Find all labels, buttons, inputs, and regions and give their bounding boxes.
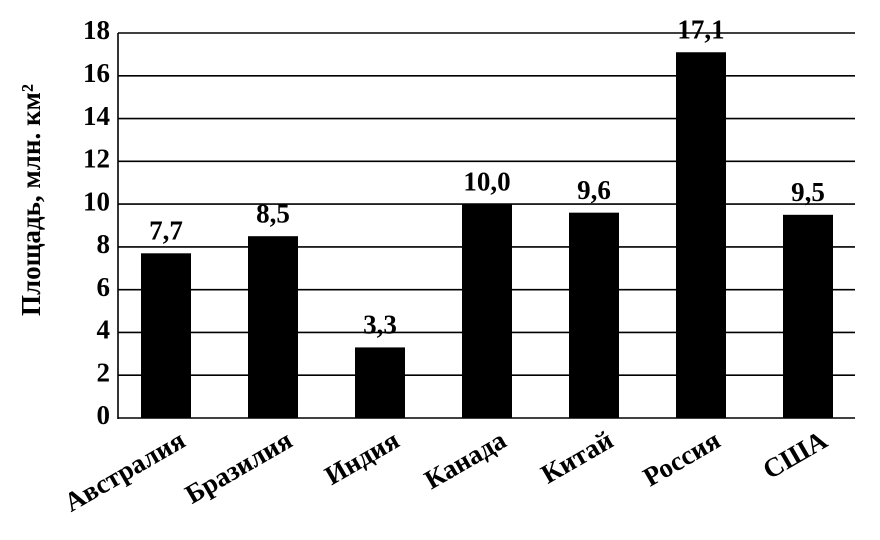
y-tick-label: 4 [97,315,111,345]
bar [783,214,833,418]
x-tick-label: Китай [536,425,618,490]
bar [355,347,405,418]
value-label: 10,0 [463,166,510,196]
value-label: 7,7 [149,216,183,246]
bar [462,204,512,418]
value-label: 8,5 [256,198,290,228]
y-tick-label: 0 [97,400,111,430]
value-label: 17,1 [677,14,724,44]
bar [676,52,726,418]
bar [569,212,619,418]
value-label: 9,6 [577,175,611,205]
x-tick-label: Бразилия [180,425,297,510]
y-tick-label: 14 [83,101,110,131]
y-tick-label: 10 [83,186,110,216]
value-label: 3,3 [363,310,397,340]
x-tick-label: Австралия [59,425,190,518]
y-tick-label: 12 [83,144,110,174]
value-label: 9,5 [791,177,825,207]
y-tick-label: 18 [83,15,110,45]
y-tick-label: 8 [97,229,111,259]
y-axis-label: Площадь, млн. км² [16,84,46,316]
bar [141,253,191,418]
x-tick-label: Россия [638,425,725,493]
x-tick-label: Канада [419,424,511,495]
x-tick-label: США [758,424,833,485]
y-tick-label: 2 [97,357,111,387]
y-tick-label: 6 [97,272,111,302]
bar [248,236,298,418]
y-tick-label: 16 [83,58,110,88]
x-tick-label: Индия [319,425,404,491]
